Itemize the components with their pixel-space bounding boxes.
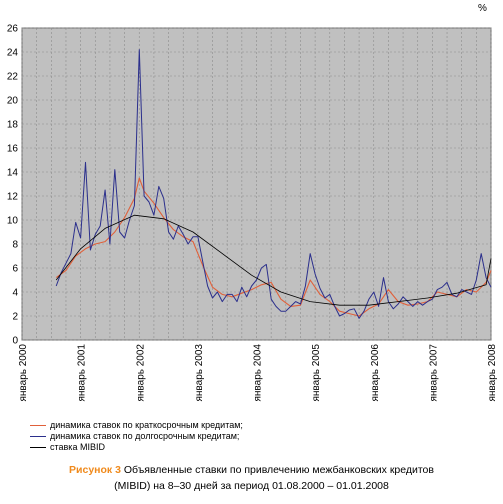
y-tick-label: 0 (12, 336, 18, 347)
figure-caption: Рисунок 3 Объявленные ставки по привлече… (0, 462, 503, 494)
legend-swatch-mibid (30, 447, 46, 448)
legend-item-long-term: динамика ставок по долгосрочным кредитам… (30, 431, 243, 442)
y-tick-label: 18 (7, 120, 19, 131)
y-tick-label: 6 (12, 264, 18, 275)
series-line-long-term (55, 49, 492, 319)
y-tick-label: 16 (7, 144, 19, 155)
x-tick-label: январь 2003 (194, 344, 205, 402)
y-tick-label: 10 (7, 216, 19, 227)
legend-swatch-short-term (30, 425, 46, 426)
figure-label: Рисунок 3 (69, 464, 121, 476)
series-line-mibid (55, 214, 492, 306)
caption-line-1: Рисунок 3 Объявленные ставки по привлече… (0, 462, 503, 478)
y-tick-label: 26 (7, 24, 19, 35)
x-tick-label: январь 2002 (135, 344, 146, 402)
y-tick-label: 24 (7, 48, 19, 59)
y-tick-label: 8 (12, 240, 18, 251)
series-line-short-term (55, 177, 492, 317)
x-tick-label: январь 2000 (18, 344, 29, 402)
series-lines (55, 49, 492, 319)
y-tick-label: 22 (7, 72, 19, 83)
caption-line-2: (MIBID) на 8–30 дней за период 01.08.200… (114, 480, 389, 492)
x-tick-label: январь 2006 (370, 344, 381, 402)
x-tick-label: январь 2004 (253, 344, 264, 402)
x-tick-label: январь 2005 (311, 344, 322, 402)
legend-label-long-term: динамика ставок по долгосрочным кредитам… (50, 431, 240, 441)
y-tick-label: 12 (7, 192, 19, 203)
legend-label-mibid: ставка MIBID (50, 442, 105, 452)
y-tick-label: 20 (7, 96, 19, 107)
legend-item-short-term: динамика ставок по краткосрочным кредита… (30, 420, 243, 431)
y-tick-label: 4 (12, 288, 18, 299)
grid-lines (21, 27, 492, 341)
x-tick-label: январь 2008 (487, 344, 498, 402)
y-tick-label: 14 (7, 168, 19, 179)
legend-label-short-term: динамика ставок по краткосрочным кредита… (50, 420, 243, 430)
legend-item-mibid: ставка MIBID (30, 442, 243, 453)
caption-text-1: Объявленные ставки по привлечению межбан… (123, 464, 434, 476)
legend: динамика ставок по краткосрочным кредита… (30, 420, 243, 453)
legend-swatch-long-term (30, 436, 46, 437)
x-tick-label: январь 2001 (77, 344, 88, 402)
x-tick-label: январь 2007 (428, 344, 439, 402)
x-axis: январь 2000 январь 2001 январь 2002 январь … (18, 344, 498, 402)
y-tick-label: 2 (12, 312, 18, 323)
y-unit-label: % (478, 3, 487, 14)
